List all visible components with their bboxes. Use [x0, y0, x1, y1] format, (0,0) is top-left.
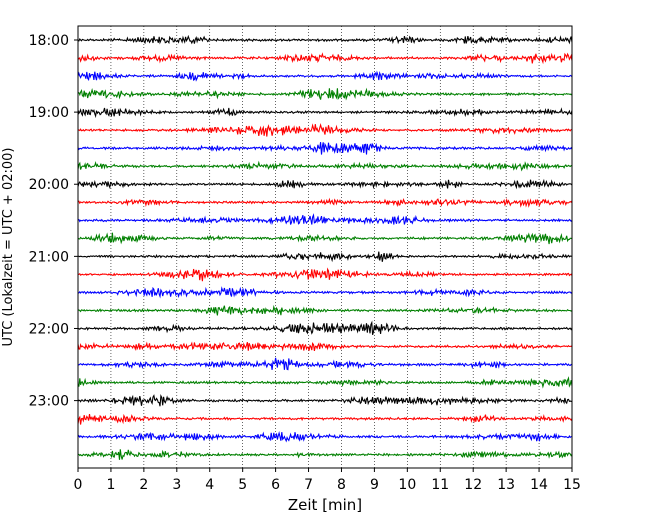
- x-tick-label: 1: [106, 477, 115, 493]
- plot-frame: [77, 25, 573, 469]
- x-tick-label: 10: [398, 477, 416, 493]
- x-tick-label: 13: [497, 477, 515, 493]
- x-tick-label: 15: [563, 477, 581, 493]
- trace-1845: [77, 87, 573, 101]
- seismic-traces: [77, 34, 573, 460]
- trace-1915: [77, 122, 573, 137]
- x-tick-label: 5: [238, 477, 247, 493]
- trace-2030: [77, 213, 573, 226]
- x-tick-label: 7: [304, 477, 313, 493]
- trace-2115: [77, 267, 573, 282]
- trace-2130: [77, 286, 573, 299]
- y-tick-label: 20:00: [29, 177, 69, 193]
- x-axis-ticks: 0 1 2 3 4 5 6 7 8 9 10 11 12 13 14 15: [74, 468, 581, 493]
- trace-1800: [77, 34, 573, 45]
- x-tick-label: 3: [172, 477, 181, 493]
- x-tick-label: 6: [271, 477, 280, 493]
- trace-2000: [77, 178, 573, 190]
- trace-2300: [77, 394, 573, 407]
- trace-2330: [77, 430, 573, 443]
- x-tick-label: 2: [139, 477, 148, 493]
- y-tick-label: 23:00: [29, 394, 69, 410]
- trace-1945: [77, 160, 573, 172]
- trace-1930: [77, 142, 573, 155]
- trace-2045: [77, 232, 573, 245]
- y-tick-label: 22:00: [29, 321, 69, 337]
- x-tick-label: 0: [74, 477, 83, 493]
- y-axis-title: UTC (Lokalzeit = UTC + 02:00): [1, 148, 16, 347]
- trace-2245: [77, 376, 573, 389]
- trace-2230: [77, 357, 573, 371]
- trace-1900: [77, 107, 573, 119]
- x-axis-title: Zeit [min]: [288, 496, 362, 514]
- trace-2200: [77, 320, 573, 336]
- trace-1830: [77, 70, 573, 82]
- x-tick-label: 4: [205, 477, 214, 493]
- trace-2215: [77, 341, 573, 352]
- y-axis-ticks: 18:00 19:00 20:00 21:00 22:00 23:00: [29, 33, 78, 410]
- y-tick-label: 19:00: [29, 105, 69, 121]
- y-tick-label: 21:00: [29, 249, 69, 265]
- trace-1815: [77, 52, 573, 65]
- y-tick-label: 18:00: [29, 33, 69, 49]
- trace-2345: [77, 449, 573, 460]
- trace-2015: [77, 197, 573, 208]
- x-tick-label: 14: [530, 477, 548, 493]
- trace-2145: [77, 304, 573, 316]
- x-tick-label: 8: [337, 477, 346, 493]
- x-tick-label: 12: [464, 477, 482, 493]
- x-tick-label: 9: [370, 477, 379, 493]
- x-tick-label: 11: [431, 477, 449, 493]
- trace-2100: [77, 251, 573, 263]
- trace-2315: [77, 413, 573, 425]
